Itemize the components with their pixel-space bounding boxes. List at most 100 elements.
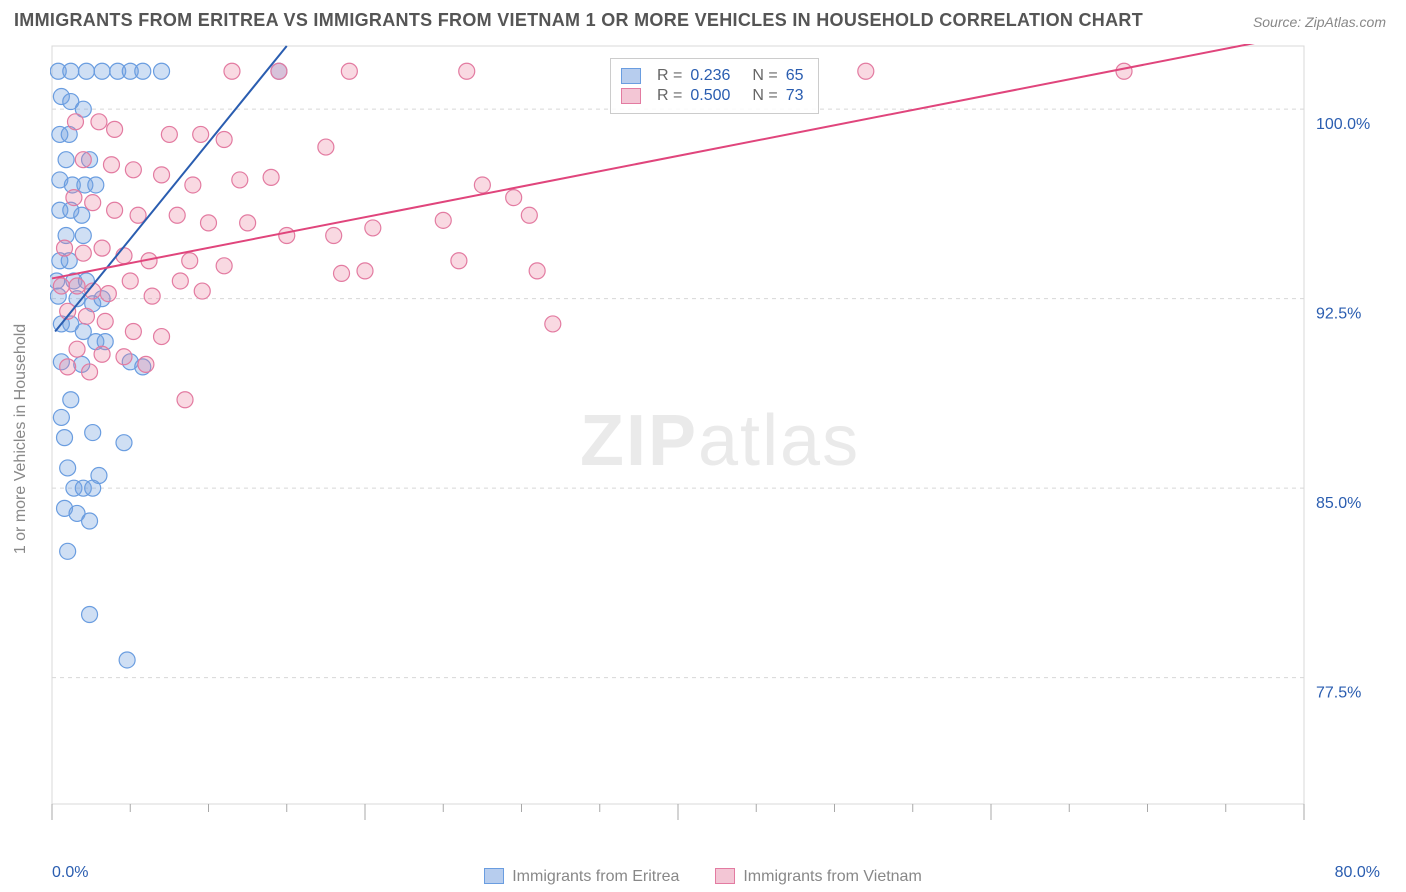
data-point (279, 228, 295, 244)
data-point (263, 169, 279, 185)
legend-swatch (621, 88, 641, 104)
data-point (119, 652, 135, 668)
data-point (82, 513, 98, 529)
data-point (100, 286, 116, 302)
data-point (125, 324, 141, 340)
data-point (122, 273, 138, 289)
data-point (138, 356, 154, 372)
legend-n-value: 73 (786, 87, 804, 105)
data-point (75, 152, 91, 168)
source-attribution: Source: ZipAtlas.com (1253, 14, 1386, 30)
legend-r-value: 0.500 (690, 87, 730, 105)
data-point (451, 253, 467, 269)
data-point (85, 425, 101, 441)
data-point (74, 207, 90, 223)
data-point (107, 202, 123, 218)
data-point (94, 346, 110, 362)
data-point (224, 63, 240, 79)
data-point (60, 460, 76, 476)
data-point (85, 195, 101, 211)
data-point (116, 349, 132, 365)
data-point (69, 341, 85, 357)
data-point (66, 190, 82, 206)
scatter-plot: 77.5%85.0%92.5%100.0% (50, 44, 1380, 834)
data-point (318, 139, 334, 155)
legend-n-label: N = (752, 67, 777, 85)
data-point (60, 543, 76, 559)
data-point (154, 167, 170, 183)
data-point (125, 162, 141, 178)
data-point (63, 63, 79, 79)
data-point (232, 172, 248, 188)
svg-text:77.5%: 77.5% (1316, 685, 1361, 702)
data-point (91, 114, 107, 130)
legend-item: Immigrants from Eritrea (484, 868, 679, 886)
data-point (154, 329, 170, 345)
data-point (216, 258, 232, 274)
data-point (326, 228, 342, 244)
data-point (459, 63, 475, 79)
legend-r-label: R = (657, 67, 682, 85)
data-point (240, 215, 256, 231)
data-point (67, 114, 83, 130)
legend-series-name: Immigrants from Vietnam (743, 868, 921, 885)
data-point (57, 240, 73, 256)
data-point (116, 248, 132, 264)
legend-n-value: 65 (786, 67, 804, 85)
data-point (474, 177, 490, 193)
legend-item: Immigrants from Vietnam (715, 868, 921, 886)
data-point (182, 253, 198, 269)
data-point (341, 63, 357, 79)
legend-row: R = 0.236 N = 65 (621, 67, 804, 85)
y-axis-label-wrap: 1 or more Vehicles in Household (6, 44, 36, 834)
legend-swatch (484, 868, 504, 884)
data-point (116, 435, 132, 451)
data-point (201, 215, 217, 231)
correlation-legend: R = 0.236 N = 65 R = 0.500 N = 73 (610, 58, 819, 114)
legend-series-name: Immigrants from Eritrea (512, 868, 679, 885)
data-point (103, 157, 119, 173)
data-point (858, 63, 874, 79)
data-point (357, 263, 373, 279)
y-axis-label: 1 or more Vehicles in Household (12, 324, 30, 554)
data-point (193, 126, 209, 142)
legend-r-label: R = (657, 87, 682, 105)
legend-swatch (715, 868, 735, 884)
data-point (69, 278, 85, 294)
page-title: IMMIGRANTS FROM ERITREA VS IMMIGRANTS FR… (14, 10, 1143, 31)
data-point (60, 359, 76, 375)
data-point (94, 240, 110, 256)
legend-n-label: N = (752, 87, 777, 105)
data-point (107, 121, 123, 137)
data-point (82, 364, 98, 380)
data-point (78, 308, 94, 324)
data-point (58, 152, 74, 168)
data-point (75, 245, 91, 261)
data-point (365, 220, 381, 236)
data-point (194, 283, 210, 299)
series-legend: Immigrants from Eritrea Immigrants from V… (0, 868, 1406, 886)
data-point (161, 126, 177, 142)
data-point (185, 177, 201, 193)
data-point (135, 63, 151, 79)
data-point (53, 278, 69, 294)
svg-text:92.5%: 92.5% (1316, 306, 1361, 323)
data-point (334, 265, 350, 281)
svg-text:100.0%: 100.0% (1316, 116, 1370, 133)
data-point (144, 288, 160, 304)
plot-container: 77.5%85.0%92.5%100.0% (50, 44, 1380, 834)
data-point (177, 392, 193, 408)
data-point (63, 392, 79, 408)
data-point (529, 263, 545, 279)
data-point (216, 131, 232, 147)
data-point (545, 316, 561, 332)
data-point (57, 430, 73, 446)
data-point (506, 190, 522, 206)
data-point (521, 207, 537, 223)
data-point (94, 63, 110, 79)
legend-row: R = 0.500 N = 73 (621, 87, 804, 105)
data-point (172, 273, 188, 289)
data-point (53, 409, 69, 425)
legend-r-value: 0.236 (690, 67, 730, 85)
data-point (435, 212, 451, 228)
